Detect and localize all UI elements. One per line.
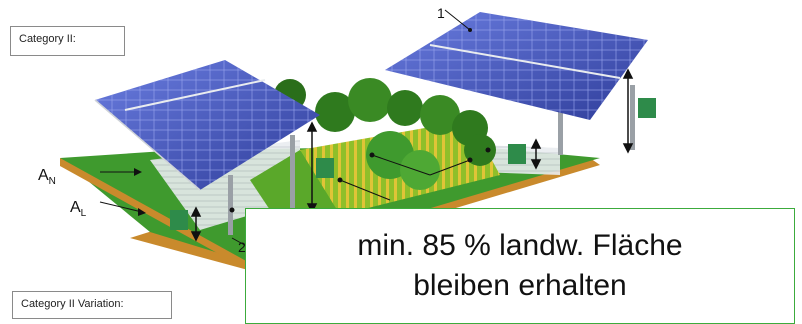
marker-2-label: 2 xyxy=(238,239,246,255)
marker-1-label: 1 xyxy=(437,5,445,21)
left-array-supports xyxy=(228,135,295,235)
land-use-callout: min. 85 % landw. Fläche bleiben erhalten xyxy=(245,208,795,324)
a-n-label: AN xyxy=(38,167,56,187)
pointer-dots xyxy=(229,28,491,213)
category-variation-label: Category II Variation: xyxy=(12,291,172,319)
height-arrows xyxy=(190,68,634,242)
pointer-lines xyxy=(99,9,471,249)
a-l-label: AL xyxy=(70,199,87,219)
right-solar-array xyxy=(385,12,648,120)
dimension-arrow-heads xyxy=(134,168,146,216)
callout-line-1: min. 85 % landw. Fläche xyxy=(357,228,683,262)
right-array-supports xyxy=(558,85,635,155)
callout-line-2: bleiben erhalten xyxy=(413,269,627,302)
tree-row xyxy=(274,78,496,190)
height-badges xyxy=(170,98,656,230)
left-solar-array xyxy=(94,60,320,191)
category-label: Category II: xyxy=(10,26,125,56)
